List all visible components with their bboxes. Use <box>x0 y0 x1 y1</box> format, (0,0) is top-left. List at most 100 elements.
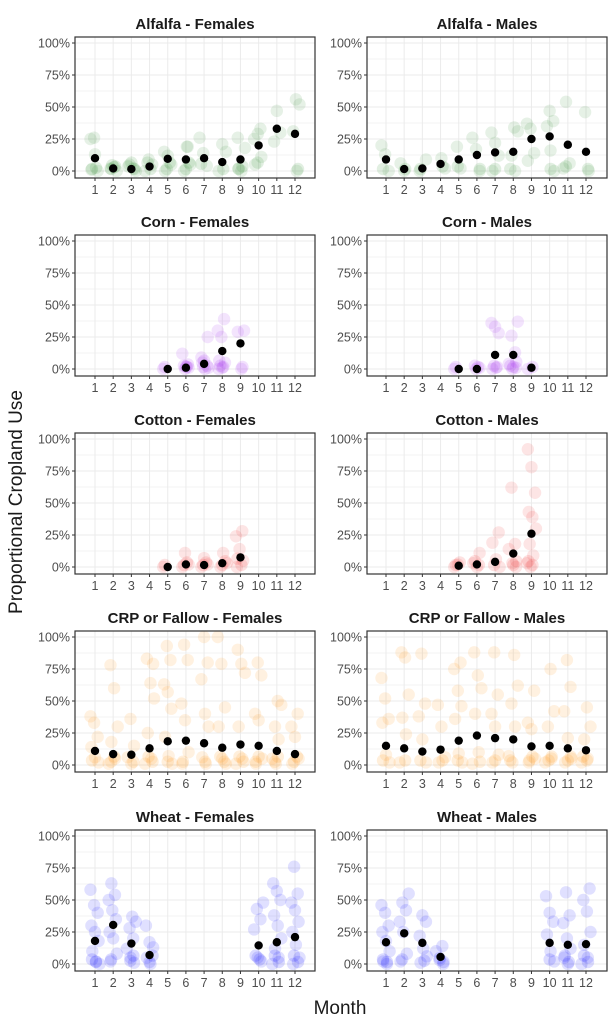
y-tick-label: 50% <box>337 893 362 907</box>
data-point <box>382 164 395 178</box>
data-point <box>129 915 143 928</box>
data-point <box>288 730 302 744</box>
x-tick-label: 2 <box>110 381 117 395</box>
data-point <box>104 953 118 966</box>
data-point <box>217 360 230 374</box>
data-point <box>507 648 521 662</box>
data-point <box>547 114 560 128</box>
data-point <box>180 140 194 153</box>
data-point <box>124 954 137 967</box>
data-point <box>577 893 590 907</box>
x-tick-label: 3 <box>128 777 135 791</box>
panel-title: Wheat - Females <box>136 809 254 826</box>
data-point <box>454 162 467 175</box>
panel-title: Alfalfa - Males <box>437 16 538 33</box>
data-point <box>399 728 413 741</box>
data-point <box>523 537 536 551</box>
mean-point <box>181 155 191 164</box>
data-point <box>525 460 538 474</box>
mean-point <box>418 747 427 756</box>
data-point <box>181 140 194 153</box>
data-point <box>178 714 192 727</box>
data-point <box>486 536 499 549</box>
mean-point <box>509 735 518 744</box>
data-point <box>256 896 270 909</box>
data-point <box>486 362 499 376</box>
mean-point <box>581 147 591 156</box>
x-tick-label: 3 <box>419 777 426 791</box>
data-point <box>106 932 120 945</box>
data-point <box>520 556 534 570</box>
data-point <box>558 949 572 962</box>
data-point <box>291 955 305 969</box>
y-tick-label: 75% <box>337 464 362 478</box>
data-point <box>547 955 561 968</box>
mean-point <box>472 560 482 569</box>
data-point <box>489 361 503 374</box>
mean-point <box>563 940 573 949</box>
mean-point <box>127 750 136 759</box>
x-tick-label: 8 <box>219 381 226 395</box>
mean-point <box>472 150 482 160</box>
data-point <box>218 356 232 369</box>
data-point <box>468 646 481 659</box>
data-point <box>544 162 557 176</box>
data-point <box>416 733 429 746</box>
data-point <box>471 669 485 682</box>
data-point <box>487 359 501 372</box>
data-point <box>102 757 115 770</box>
data-point <box>527 549 540 562</box>
data-point <box>272 733 285 746</box>
data-point <box>232 720 245 733</box>
x-tick-label: 12 <box>288 777 302 791</box>
x-tick-label: 11 <box>270 976 283 990</box>
data-point <box>266 752 279 765</box>
data-point <box>252 714 265 727</box>
mean-point <box>236 155 245 164</box>
mean-point <box>399 929 409 938</box>
data-point <box>506 556 519 570</box>
data-point <box>473 546 486 560</box>
data-point <box>540 120 554 133</box>
x-tick-label: 4 <box>146 777 153 791</box>
y-tick-label: 50% <box>337 100 362 114</box>
x-tick-label: 10 <box>252 183 266 197</box>
data-point <box>511 679 524 692</box>
data-point <box>526 558 539 572</box>
x-tick-label: 12 <box>288 183 302 197</box>
mean-point <box>490 350 500 360</box>
data-point <box>561 754 575 767</box>
mean-point <box>218 346 227 356</box>
mean-point <box>454 736 463 745</box>
mean-point <box>381 938 391 947</box>
data-point <box>528 486 542 499</box>
x-tick-label: 11 <box>270 381 283 395</box>
data-point <box>217 162 230 176</box>
data-point <box>419 756 433 769</box>
mean-point <box>490 557 500 567</box>
mean-point <box>254 941 263 950</box>
data-point <box>581 955 595 969</box>
x-tick-label: 3 <box>128 183 135 197</box>
data-point <box>293 98 306 111</box>
y-tick-label: 25% <box>337 726 362 740</box>
x-tick-label: 4 <box>437 976 444 990</box>
data-point <box>85 754 99 767</box>
data-point <box>291 887 304 900</box>
data-point <box>238 666 252 680</box>
mean-point <box>418 164 427 173</box>
data-point <box>468 707 482 720</box>
data-point <box>84 132 97 146</box>
data-point <box>104 658 117 672</box>
data-point <box>473 755 487 768</box>
data-point <box>394 955 407 968</box>
data-point <box>88 925 102 939</box>
data-point <box>488 754 502 767</box>
data-point <box>561 957 575 971</box>
data-point <box>126 910 139 923</box>
x-tick-label: 3 <box>128 976 135 990</box>
data-point <box>161 755 174 768</box>
data-point <box>412 710 425 723</box>
